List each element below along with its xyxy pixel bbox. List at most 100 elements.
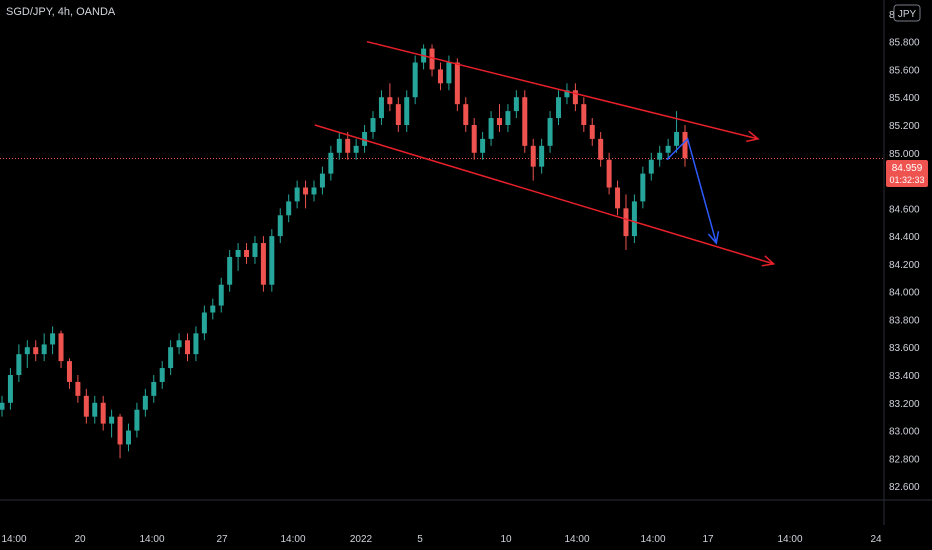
candle-body — [260, 243, 266, 285]
y-tick-label: 85.400 — [889, 93, 920, 104]
candle-body — [598, 138, 604, 160]
candle-body — [362, 131, 368, 146]
candle-body — [7, 375, 13, 403]
candle-body — [496, 118, 502, 125]
candle-body — [522, 97, 528, 146]
candle-body — [244, 250, 250, 257]
channel-upper-line[interactable] — [366, 40, 759, 140]
x-tick-label: 24 — [870, 534, 882, 545]
candle-body — [269, 236, 275, 285]
candle-body — [16, 354, 22, 375]
x-tick-label: 20 — [74, 534, 86, 545]
x-tick-label: 14:00 — [564, 534, 589, 545]
candle-body — [480, 138, 486, 153]
candle-body — [429, 48, 435, 70]
candle-body — [227, 256, 233, 285]
candle-body — [539, 145, 545, 167]
candle-body — [185, 340, 191, 355]
candle-body — [370, 118, 376, 132]
candle-body — [615, 187, 621, 209]
candle-body — [142, 395, 148, 410]
candle-body — [556, 97, 562, 119]
candle-body — [530, 145, 536, 167]
x-tick-label: 14:00 — [280, 534, 305, 545]
candle-body — [277, 215, 283, 237]
x-tick-label: 17 — [702, 534, 714, 545]
candle-body — [606, 159, 612, 188]
currency-badge-box[interactable] — [893, 4, 921, 22]
candle-body — [252, 243, 258, 257]
candle-body — [488, 118, 494, 139]
candle-body — [100, 402, 106, 424]
candle-body — [446, 62, 452, 84]
x-tick-label: 5 — [417, 534, 423, 545]
price-axis[interactable]: 86.00085.80085.60085.40085.20085.00084.8… — [883, 0, 920, 525]
candle-body — [328, 152, 334, 174]
x-tick-label: 14:00 — [1, 534, 26, 545]
price-tag-value: 84.959 — [892, 163, 923, 174]
candle-body — [454, 62, 460, 105]
price-tag: 84.959 01:32:33 — [886, 160, 928, 187]
candle-body — [395, 104, 401, 125]
y-tick-label: 82.600 — [889, 482, 920, 493]
channel-lower-line[interactable] — [314, 124, 774, 265]
candle-body — [471, 125, 477, 153]
candle-body — [378, 97, 384, 119]
candle-body — [665, 145, 671, 153]
candle-body — [513, 97, 519, 112]
y-tick-label: 84.000 — [889, 288, 920, 299]
y-tick-label: 85.200 — [889, 121, 920, 132]
candle-body — [404, 97, 410, 125]
candle-body — [564, 90, 570, 98]
y-tick-label: 85.800 — [889, 38, 920, 49]
y-tick-label: 83.600 — [889, 343, 920, 354]
candle-body — [682, 131, 688, 159]
x-tick-label: 14:00 — [139, 534, 164, 545]
candle-body — [572, 90, 578, 105]
candle-body — [589, 125, 595, 139]
candle-body — [117, 416, 123, 445]
candle-body — [168, 347, 174, 369]
candle-body — [218, 284, 224, 306]
candle-body — [58, 333, 64, 362]
chart-title: SGD/JPY, 4h, OANDA — [6, 6, 116, 18]
candle-body — [33, 347, 39, 355]
currency-badge[interactable]: JPY — [893, 4, 921, 22]
candle-body — [24, 347, 30, 355]
candle-body — [294, 187, 300, 202]
price-tag-background — [886, 160, 928, 187]
candle-body — [151, 381, 157, 396]
y-tick-label: 84.200 — [889, 260, 920, 271]
candle-body — [657, 152, 663, 160]
y-tick-label: 82.800 — [889, 454, 920, 465]
candle-body — [412, 62, 418, 98]
currency-badge-label: JPY — [898, 9, 917, 20]
time-axis[interactable]: 14:00 20 14:00 27 14:00 2022 5 10 14:00 14:00 17 14… — [1, 534, 882, 545]
y-tick-label: 83.000 — [889, 427, 920, 438]
y-tick-label: 83.800 — [889, 315, 920, 326]
candle-body — [345, 138, 351, 153]
x-tick-label: 27 — [216, 534, 228, 545]
candle-body — [66, 361, 72, 382]
candle-body — [623, 208, 629, 237]
candle-body — [505, 111, 511, 125]
channel-upper-arrowhead — [746, 130, 760, 143]
candle-body — [0, 402, 5, 410]
candle-body — [125, 430, 131, 445]
candle-body — [648, 159, 654, 174]
candle-body — [336, 138, 342, 153]
candle-body — [674, 131, 680, 146]
candle-body — [109, 416, 115, 424]
annotations — [314, 40, 776, 267]
projection-path[interactable] — [666, 137, 718, 244]
candle-body — [631, 201, 637, 237]
y-tick-label: 85.600 — [889, 65, 920, 76]
y-tick-label: 84.400 — [889, 232, 920, 243]
candle-body — [303, 187, 309, 195]
candle-body — [437, 69, 443, 84]
candle-body — [581, 104, 587, 125]
candle-body — [640, 173, 646, 202]
candle-body — [201, 312, 207, 334]
